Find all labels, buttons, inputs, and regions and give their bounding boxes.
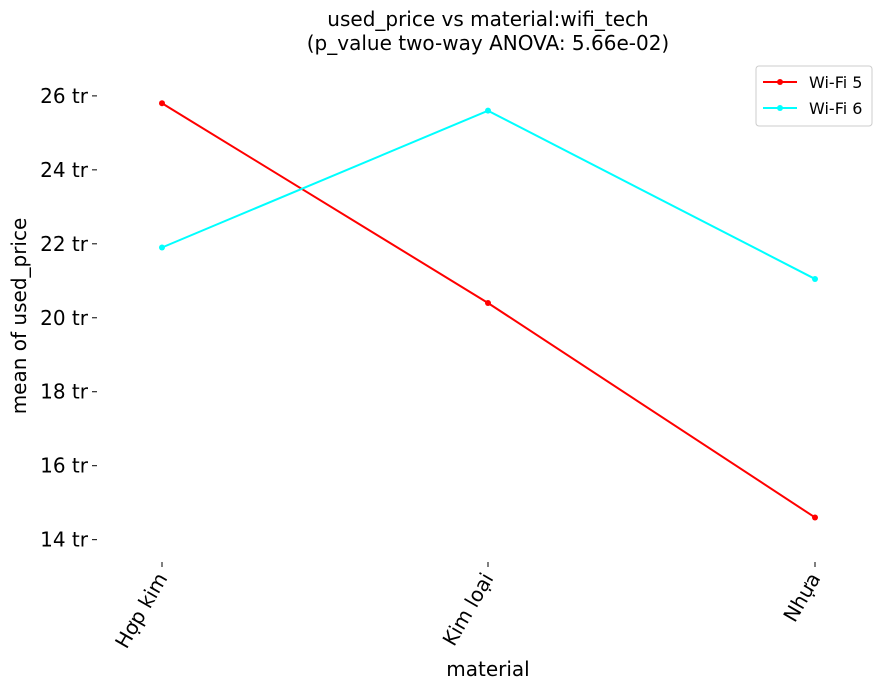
y-tick-label: 18 tr: [40, 380, 89, 404]
y-tick-label: 22 tr: [40, 232, 89, 256]
y-tick-label: 20 tr: [40, 306, 89, 330]
data-point: [812, 275, 818, 282]
x-tick-label: Kim loại: [437, 569, 498, 650]
data-point: [159, 100, 165, 107]
data-point: [485, 299, 491, 306]
series-line: [161, 109, 816, 280]
x-tick-label: Nhựa: [778, 569, 825, 627]
legend-swatch-marker: [777, 105, 783, 111]
x-tick-label: Hợp kim: [110, 569, 172, 653]
legend-swatch-marker: [777, 79, 783, 85]
data-point: [485, 107, 491, 114]
series-layer: [159, 100, 818, 521]
y-axis-label: mean of used_price: [7, 218, 31, 415]
x-axis: Hợp kim Kim loại Nhựa: [110, 562, 825, 652]
legend-label: Wi-Fi 5: [809, 73, 862, 92]
chart-title-line1: used_price vs material:wifi_tech: [327, 7, 648, 31]
x-axis-label: material: [446, 657, 529, 681]
y-tick-label: 14 tr: [40, 528, 89, 552]
y-tick-label: 26 tr: [40, 84, 89, 108]
legend-label: Wi-Fi 6: [809, 99, 862, 118]
y-tick-label: 16 tr: [40, 454, 89, 478]
data-point: [812, 514, 818, 521]
chart-title-line2: (p_value two-way ANOVA: 5.66e-02): [307, 31, 669, 55]
data-point: [159, 244, 165, 251]
y-axis: 14 tr 16 tr 18 tr 20 tr 22 tr 24 tr 26 tr: [40, 84, 97, 552]
y-tick-label: 24 tr: [40, 158, 89, 182]
legend: Wi-Fi 5 Wi-Fi 6: [755, 65, 873, 127]
series-line: [161, 102, 816, 519]
